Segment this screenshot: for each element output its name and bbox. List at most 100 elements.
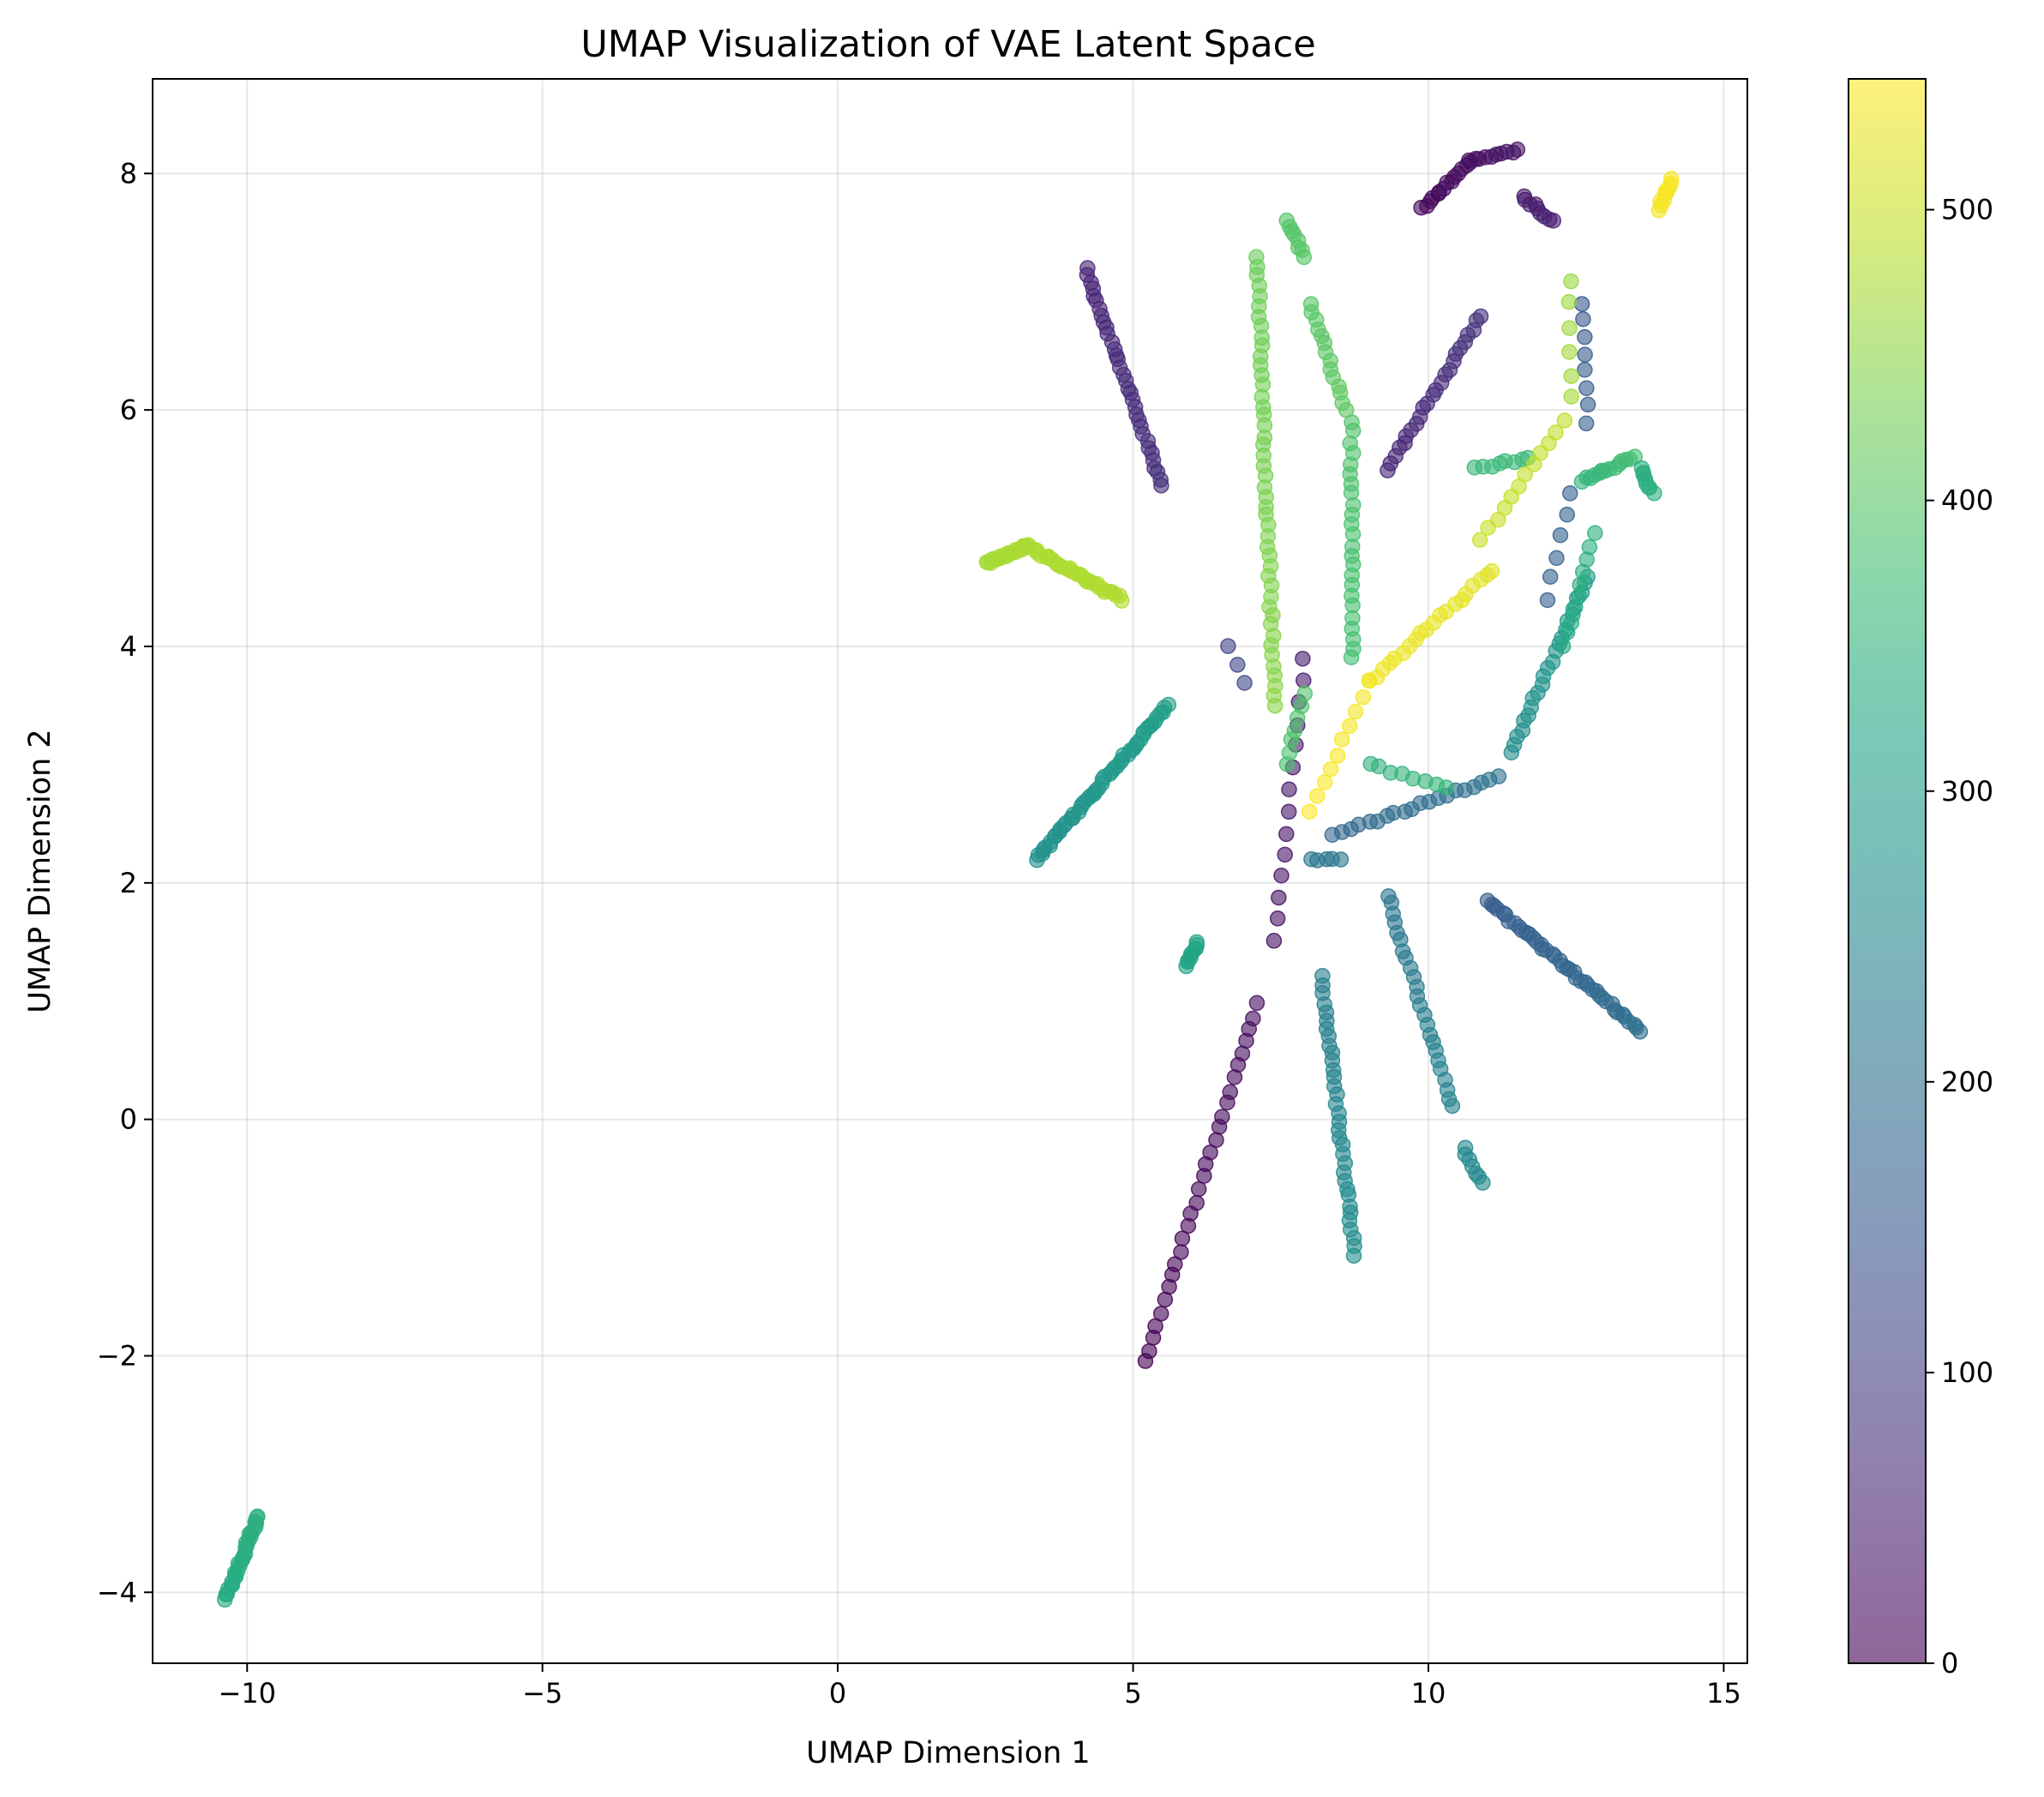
colorbar-frame [1848, 78, 1927, 1664]
scatter-point [1587, 525, 1603, 542]
scatter-point [1220, 638, 1236, 654]
scatter-point [1295, 651, 1311, 667]
colorbar-axis: 0 100 200 300 400 500 [1926, 194, 1993, 1680]
scatter-point [1563, 388, 1579, 405]
scatter-point [1573, 296, 1590, 312]
scatter-point [1472, 308, 1489, 325]
scatter-point [1245, 1010, 1261, 1027]
scatter-point [1355, 688, 1372, 706]
colorbar-tick-label: 400 [1941, 484, 1993, 517]
x-tick-label: −10 [218, 1677, 276, 1710]
scatter-point [1281, 781, 1297, 797]
scatter-point [1248, 249, 1265, 266]
scatter-point [1273, 867, 1290, 884]
scatter-point [1578, 380, 1595, 396]
x-tick-label: 0 [829, 1677, 846, 1710]
scatter-point [1286, 723, 1303, 739]
scatter-point [1561, 485, 1578, 502]
scatter-point [1632, 1024, 1649, 1040]
colorbar-tick-label: 500 [1941, 194, 1993, 226]
scatter-point [1565, 601, 1582, 617]
scatter-point [1236, 675, 1253, 691]
grid [153, 79, 1747, 1663]
scatter-point [1490, 511, 1506, 528]
scatter-point [1561, 344, 1578, 360]
y-tick-label: −4 [97, 1576, 137, 1608]
scatter-point [1329, 748, 1346, 764]
scatter-point [1269, 911, 1286, 927]
scatter-point [1509, 141, 1526, 158]
x-axis: −10 −5 0 5 10 15 [218, 1663, 1741, 1710]
scatter-point [1444, 1097, 1461, 1115]
scatter-point [1141, 1343, 1157, 1360]
scatter-point [1190, 1181, 1207, 1198]
scatter-point [1556, 412, 1573, 429]
scatter-point [1114, 592, 1130, 609]
scatter-point [1554, 638, 1572, 654]
colorbar-tick-label: 200 [1941, 1066, 1993, 1098]
scatter-point [1475, 1175, 1491, 1191]
y-tick-label: 8 [120, 157, 137, 189]
scatter-point [1302, 803, 1318, 820]
scatter-point [1153, 478, 1169, 494]
scatter-point [1280, 803, 1297, 820]
scatter-point [1214, 1109, 1230, 1125]
y-tick-label: −2 [97, 1339, 137, 1372]
scatter-point [249, 1508, 266, 1525]
plot-frame [152, 78, 1748, 1664]
chart-title: UMAP Visualization of VAE Latent Space [580, 23, 1315, 66]
scatter-point [1316, 774, 1333, 790]
y-tick-label: 6 [120, 394, 137, 426]
scatter-point [1208, 1132, 1224, 1148]
scatter-point [1229, 657, 1246, 673]
colorbar-tick-label: 100 [1941, 1356, 1993, 1389]
x-axis-label: UMAP Dimension 1 [806, 1736, 1090, 1770]
scatter-point [1345, 1247, 1362, 1264]
scatter-point [1160, 696, 1177, 713]
scatter-point [1578, 415, 1595, 432]
scatter-point [1552, 526, 1569, 544]
scatter-point [1483, 562, 1500, 580]
scatter-point [1572, 576, 1588, 593]
scatter-point [1548, 550, 1565, 567]
y-axis-label: UMAP Dimension 2 [23, 729, 57, 1013]
scatter-point [1577, 328, 1593, 346]
scatter-point [1517, 466, 1533, 483]
scatter-point [1152, 1305, 1169, 1322]
scatter-point [1309, 788, 1326, 804]
scatter-point [1347, 703, 1364, 720]
colorbar [1849, 79, 1926, 1663]
scatter-point [1563, 273, 1579, 290]
scatter-point [1248, 995, 1265, 1012]
scatter-point [1563, 615, 1580, 631]
scatter-point [1296, 685, 1314, 702]
scatter-point [1296, 672, 1312, 688]
colorbar-tick-label: 300 [1941, 775, 1993, 808]
scatter-point [1561, 320, 1578, 336]
scatter-point [1277, 846, 1293, 863]
scatter-point [1646, 485, 1662, 502]
scatter-point [1338, 402, 1355, 418]
scatter-point [1296, 249, 1313, 266]
y-tick-label: 4 [120, 630, 137, 663]
scatter-point [1563, 368, 1579, 384]
scatter-point [1271, 889, 1287, 906]
scatter-point [1281, 744, 1298, 761]
scatter-point [1332, 851, 1350, 868]
colorbar-tick-label: 0 [1941, 1647, 1958, 1680]
y-axis: −4 −2 0 2 4 6 8 [97, 157, 153, 1608]
scatter-point [1438, 779, 1455, 796]
scatter-point [1662, 171, 1680, 187]
scatter-point [1278, 826, 1295, 843]
scatter-point [1265, 933, 1283, 949]
scatter-point [1626, 448, 1644, 465]
scatter-point [1577, 346, 1593, 363]
scatter-point [1577, 362, 1593, 378]
scatter-point [1545, 213, 1562, 229]
scatter-point [1471, 532, 1488, 549]
scatter-points [216, 141, 1680, 1608]
scatter-point [1579, 396, 1596, 413]
scatter-point [1542, 568, 1559, 586]
scatter-point [1174, 1230, 1191, 1247]
